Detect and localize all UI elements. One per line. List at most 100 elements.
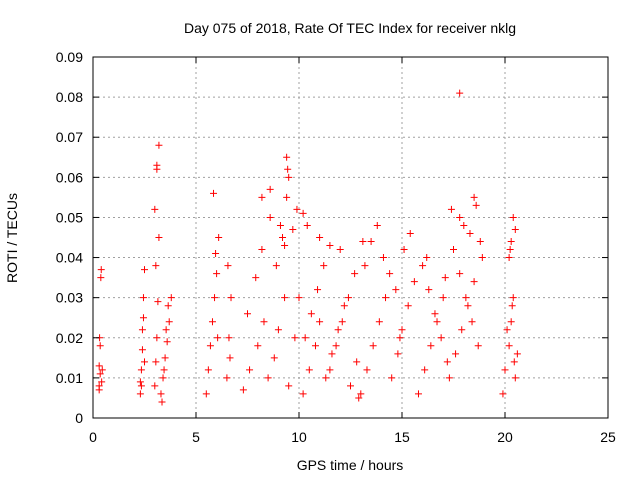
data-point — [427, 342, 435, 350]
data-point — [139, 294, 147, 302]
data-point — [264, 374, 272, 382]
data-point — [505, 342, 513, 350]
data-point — [152, 262, 160, 270]
data-point — [421, 366, 429, 374]
data-point — [162, 326, 170, 334]
data-point — [476, 238, 484, 246]
data-point — [272, 262, 280, 270]
data-point — [359, 238, 367, 246]
data-point — [452, 350, 460, 358]
data-point — [361, 262, 369, 270]
data-point — [425, 286, 433, 294]
x-axis-label: GPS time / hours — [297, 457, 404, 473]
data-point — [357, 390, 365, 398]
data-point — [154, 298, 162, 306]
data-point — [419, 262, 427, 270]
data-point — [206, 342, 214, 350]
data-point — [456, 89, 464, 97]
data-point — [281, 242, 289, 250]
data-point — [462, 294, 470, 302]
y-tick-label: 0.04 — [56, 250, 83, 266]
data-point — [279, 234, 287, 241]
data-point — [98, 366, 106, 374]
data-point — [445, 374, 453, 382]
data-point — [334, 326, 342, 334]
x-tick-label: 25 — [600, 429, 616, 445]
data-point — [204, 366, 212, 374]
data-point — [326, 366, 334, 374]
data-point — [388, 374, 396, 382]
data-point — [314, 286, 322, 294]
data-point — [153, 334, 161, 342]
data-point — [246, 366, 254, 374]
data-point — [239, 386, 247, 394]
data-point — [95, 382, 103, 390]
data-point — [369, 342, 377, 350]
data-point — [466, 229, 474, 237]
data-points — [95, 89, 521, 406]
data-point — [270, 354, 278, 362]
data-point — [505, 254, 513, 262]
data-point — [447, 205, 455, 213]
data-point — [439, 294, 447, 302]
data-point — [404, 302, 412, 310]
data-point — [159, 374, 167, 382]
x-tick-label: 5 — [192, 429, 200, 445]
y-tick-label: 0.09 — [56, 49, 83, 65]
data-point — [163, 338, 171, 346]
data-point — [509, 213, 517, 221]
data-point — [474, 342, 482, 350]
data-point — [224, 262, 232, 270]
data-point — [367, 238, 375, 246]
y-tick-label: 0.01 — [56, 370, 83, 386]
data-point — [363, 366, 371, 374]
data-point — [386, 270, 394, 278]
data-point — [513, 350, 521, 358]
data-point — [382, 294, 390, 302]
data-point — [138, 346, 146, 354]
data-point — [507, 238, 515, 246]
data-point — [506, 246, 514, 254]
data-point — [433, 318, 441, 326]
data-point — [431, 310, 439, 318]
data-point — [472, 201, 480, 209]
data-point — [211, 294, 219, 302]
data-point — [98, 378, 106, 386]
data-point — [155, 141, 163, 149]
data-point — [301, 334, 309, 342]
data-point — [283, 193, 291, 201]
data-point — [136, 378, 144, 386]
data-point — [423, 254, 431, 262]
data-point — [511, 225, 519, 233]
data-point — [266, 185, 274, 193]
data-point — [223, 374, 231, 382]
chart-title: Day 075 of 2018, Rate Of TEC Index for r… — [184, 20, 516, 36]
data-point — [468, 318, 476, 326]
data-point — [208, 318, 216, 326]
y-tick-label: 0.05 — [56, 209, 83, 225]
data-point — [511, 374, 519, 382]
data-point — [316, 318, 324, 326]
data-point — [244, 310, 251, 318]
x-tick-label: 10 — [291, 429, 307, 445]
data-point — [157, 390, 165, 398]
data-point — [332, 342, 340, 350]
data-point — [398, 326, 406, 334]
data-point — [441, 274, 449, 282]
data-point — [460, 221, 468, 229]
data-point — [214, 334, 222, 342]
data-point — [202, 390, 210, 398]
data-point — [373, 221, 381, 229]
data-point — [274, 326, 282, 334]
grid-lines — [93, 57, 608, 418]
data-point — [478, 254, 486, 262]
data-point — [400, 246, 408, 254]
data-point — [215, 234, 223, 241]
data-point — [225, 334, 233, 342]
data-point — [299, 209, 307, 217]
data-point — [137, 382, 145, 390]
data-point — [252, 274, 260, 282]
y-tick-label: 0.08 — [56, 89, 83, 105]
x-tick-label: 20 — [497, 429, 513, 445]
data-point — [158, 398, 166, 406]
